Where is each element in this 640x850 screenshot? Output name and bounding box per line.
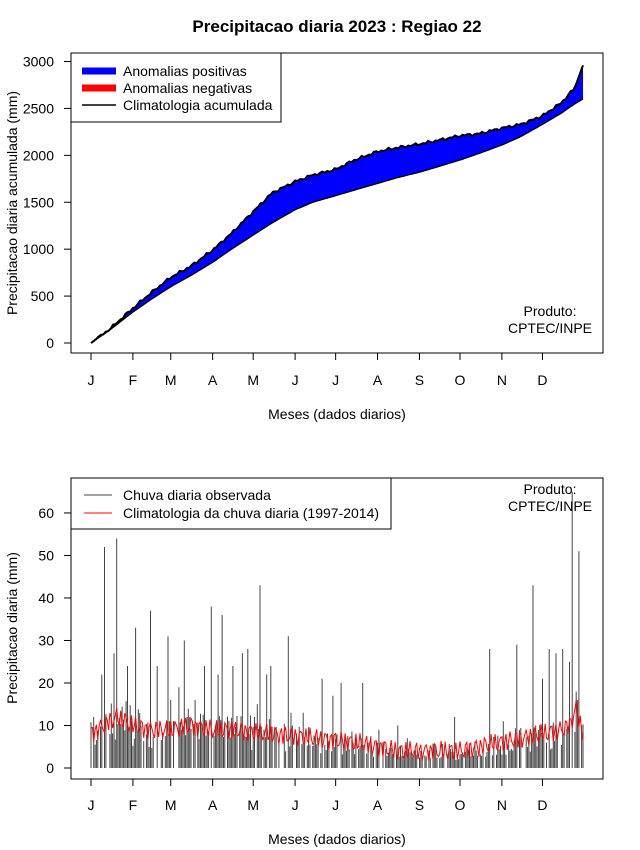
- y-tick-label: 20: [38, 675, 54, 691]
- y-tick-label: 40: [38, 590, 54, 606]
- x-tick-label: D: [537, 372, 547, 388]
- x-tick-label: J: [88, 372, 95, 388]
- x-tick-label: J: [292, 372, 299, 388]
- x-tick-label: D: [537, 797, 547, 813]
- y-tick-label: 1000: [23, 241, 54, 257]
- x-tick-label: F: [129, 372, 138, 388]
- area-marks: [90, 64, 584, 344]
- product-source: CPTEC/INPE: [508, 498, 592, 514]
- x-tick-label: A: [208, 797, 218, 813]
- legend-label-observed: Chuva diaria observada: [123, 487, 271, 503]
- legend: Anomalias positivas Anomalias negativas …: [70, 52, 282, 123]
- x-axis-label: Meses (dados diarios): [268, 831, 406, 847]
- climatology-cumulative-line: [90, 98, 584, 344]
- legend-label-positive: Anomalias positivas: [123, 63, 247, 79]
- product-label: Produto:: [524, 481, 577, 497]
- bar-marks: [90, 491, 584, 768]
- y-tick-label: 50: [38, 547, 54, 563]
- x-tick-label: J: [88, 797, 95, 813]
- x-tick-label: M: [165, 797, 177, 813]
- cumulative-precipitation-chart: 0 500 1000 1500 2000 2500 3000 J F M A M J J A S O N D Pr…: [4, 52, 604, 422]
- product-label: Produto:: [524, 303, 577, 319]
- y-axis: 0 10 20 30 40 50 60: [38, 505, 72, 776]
- y-tick-label: 30: [38, 632, 54, 648]
- x-tick-label: A: [373, 797, 383, 813]
- climatology-daily-line: [90, 700, 584, 762]
- observed-cumulative-line: [90, 64, 584, 344]
- legend: Chuva diaria observada Climatologia da c…: [70, 477, 392, 530]
- y-tick-label: 0: [46, 335, 54, 351]
- legend-box: [70, 477, 392, 530]
- y-tick-label: 10: [38, 717, 54, 733]
- x-tick-label: M: [165, 372, 177, 388]
- legend-label-climatology-daily: Climatologia da chuva diaria (1997-2014): [123, 505, 379, 521]
- x-tick-label: M: [247, 372, 259, 388]
- x-axis-label: Meses (dados diarios): [268, 406, 406, 422]
- x-tick-label: J: [332, 797, 339, 813]
- y-tick-label: 2000: [23, 147, 54, 163]
- legend-label-negative: Anomalias negativas: [123, 80, 252, 96]
- daily-precipitation-chart: 0 10 20 30 40 50 60 J F M A M J J A S O N D Precipitacao …: [4, 477, 604, 847]
- x-tick-label: O: [455, 372, 466, 388]
- y-axis-label: Precipitacao diaria (mm): [4, 552, 20, 704]
- y-axis-label: Precipitacao diaria acumulada (mm): [4, 91, 20, 315]
- y-tick-label: 3000: [23, 54, 54, 70]
- x-tick-label: F: [129, 797, 138, 813]
- x-tick-label: A: [208, 372, 218, 388]
- x-tick-label: O: [455, 797, 466, 813]
- legend-label-climatology: Climatologia acumulada: [123, 97, 273, 113]
- y-tick-label: 2500: [23, 100, 54, 116]
- y-tick-label: 500: [31, 288, 55, 304]
- y-axis: 0 500 1000 1500 2000 2500 3000: [23, 54, 72, 351]
- y-tick-label: 1500: [23, 194, 54, 210]
- x-tick-label: J: [332, 372, 339, 388]
- x-tick-label: S: [415, 372, 424, 388]
- product-source: CPTEC/INPE: [508, 320, 592, 336]
- x-tick-label: J: [292, 797, 299, 813]
- x-tick-label: N: [497, 797, 507, 813]
- x-tick-label: M: [247, 797, 259, 813]
- x-tick-label: N: [497, 372, 507, 388]
- y-tick-label: 60: [38, 505, 54, 521]
- chart-title: Precipitacao diaria 2023 : Regiao 22: [192, 17, 481, 36]
- x-tick-label: A: [373, 372, 383, 388]
- x-tick-label: S: [415, 797, 424, 813]
- y-tick-label: 0: [46, 760, 54, 776]
